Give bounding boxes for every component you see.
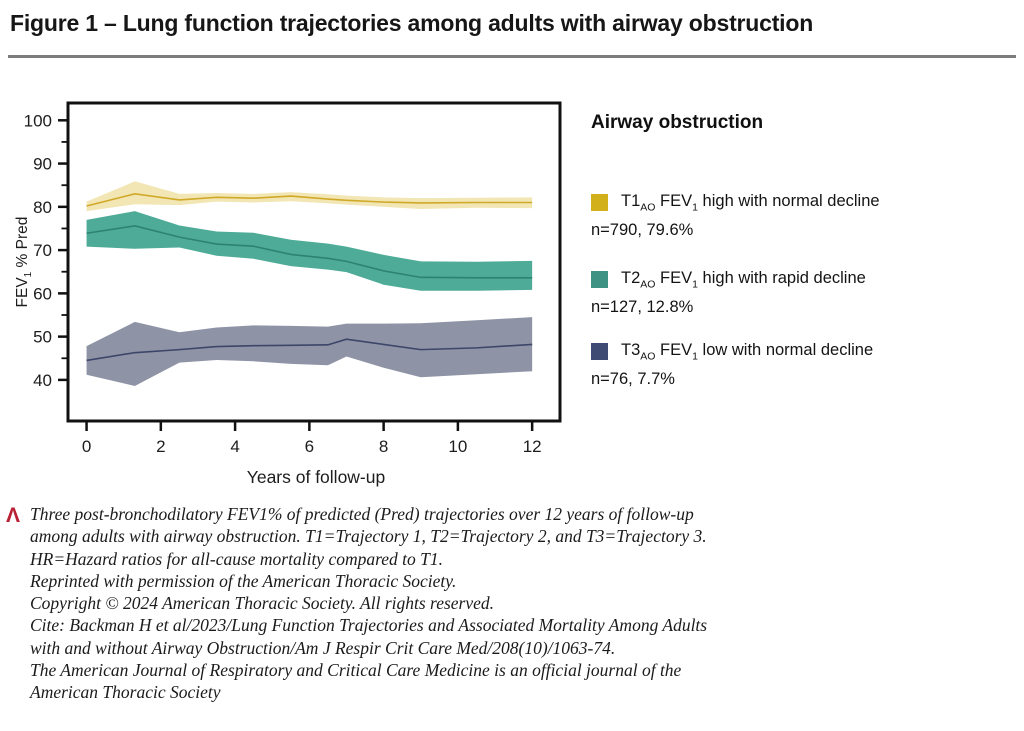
series-T2-mean-line	[86, 225, 533, 279]
y-axis-label: FEV1 % Pred	[13, 216, 35, 308]
caption-line: with and without Airway Obstruction/Am J…	[30, 637, 616, 658]
legend-heading: Airway obstruction	[591, 112, 764, 133]
legend-item-t1: T1AO FEV1 high with normal decline n=790…	[591, 192, 1021, 240]
legend-item-t2: T2AO FEV1 high with rapid decline n=127,…	[591, 269, 1021, 317]
plot-frame	[66, 101, 562, 423]
y-tick-label: 50	[33, 328, 52, 347]
legend-label-t2: T2AO FEV1 high with rapid decline	[621, 269, 866, 291]
x-tick-label: 4	[230, 437, 239, 456]
series-T3-mean-line	[86, 338, 533, 362]
x-tick-label: 2	[156, 437, 165, 456]
legend-count-t1: n=790, 79.6%	[591, 221, 694, 240]
x-axis-label: Years of follow-up	[247, 467, 385, 487]
y-tick-label: 60	[33, 284, 52, 303]
x-tick-label: 12	[523, 437, 542, 456]
figure-caption: Three post-bronchodilatory FEV1% of pred…	[30, 503, 820, 704]
caption-line: HR=Hazard ratios for all-cause mortality…	[30, 548, 444, 569]
series-T2-band	[86, 211, 533, 291]
legend-item-t3: T3AO FEV1 low with normal decline n=76, …	[591, 341, 1021, 389]
legend-swatch-t3	[591, 343, 608, 361]
x-tick-label: 10	[448, 437, 467, 456]
caption-line: Cite: Backman H et al/2023/Lung Function…	[30, 615, 708, 636]
title-divider	[8, 55, 1016, 58]
caption-line: American Thoracic Society	[30, 682, 221, 703]
legend-label-t1: T1AO FEV1 high with normal decline	[621, 192, 880, 214]
caption-marker-icon: Λ	[6, 504, 21, 527]
caption-line: The American Journal of Respiratory and …	[30, 660, 682, 681]
legend-count-t2: n=127, 12.8%	[591, 298, 694, 317]
caption-line: Three post-bronchodilatory FEV1% of pred…	[30, 504, 694, 524]
legend-swatch-t1	[591, 194, 608, 212]
series-T1-mean-line	[86, 193, 533, 207]
caption-line: Reprinted with permission of the America…	[30, 570, 457, 591]
trajectory-chart: 0 2 4 6 8 10 12 40 50 60 70 80 90 100 Years of follow-…	[24, 101, 562, 487]
caption-line: among adults with airway obstruction. T1…	[30, 526, 707, 547]
y-tick-label: 40	[33, 371, 52, 390]
y-tick-label: 80	[33, 198, 52, 217]
y-tick-label: 90	[33, 155, 52, 174]
legend-swatch-t2	[591, 271, 608, 289]
x-tick-label: 0	[82, 437, 91, 456]
legend-label-t3: T3AO FEV1 low with normal decline	[621, 341, 874, 363]
y-tick-label: 70	[33, 241, 52, 260]
x-tick-label: 8	[379, 437, 388, 456]
figure-title: Figure 1 – Lung function trajectories am…	[10, 10, 814, 36]
x-tick-label: 6	[305, 437, 314, 456]
caption-line: Copyright © 2024 American Thoracic Socie…	[30, 593, 495, 614]
legend-count-t3: n=76, 7.7%	[591, 370, 675, 389]
series-T3-band	[86, 317, 533, 386]
y-tick-label: 100	[24, 111, 52, 130]
